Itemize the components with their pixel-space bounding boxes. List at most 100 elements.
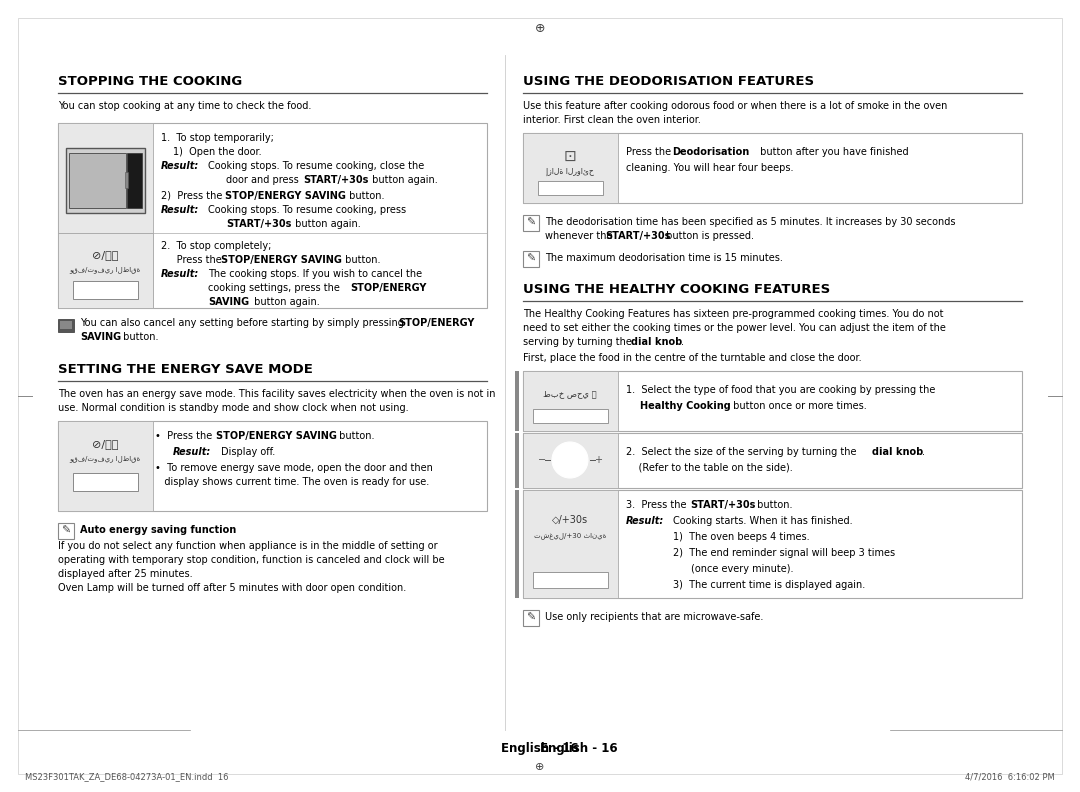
Circle shape <box>552 442 588 478</box>
Text: Result:: Result: <box>161 161 199 171</box>
Text: button again.: button again. <box>251 297 320 307</box>
Text: ◇/+30s: ◇/+30s <box>552 515 589 525</box>
Text: Result:: Result: <box>161 205 199 215</box>
Text: STOP/ENERGY SAVING: STOP/ENERGY SAVING <box>225 191 346 201</box>
Bar <box>66 148 145 213</box>
Text: dial knob: dial knob <box>631 337 683 347</box>
Text: .: . <box>681 337 684 347</box>
Text: First, place the food in the centre of the turntable and close the door.: First, place the food in the centre of t… <box>523 353 862 363</box>
Bar <box>58 123 153 308</box>
Text: button.: button. <box>346 191 384 201</box>
Text: START/+30s: START/+30s <box>690 500 755 510</box>
Bar <box>125 172 129 188</box>
Text: serving by turning the: serving by turning the <box>523 337 635 347</box>
Text: طبخ صحي ＝: طبخ صحي ＝ <box>543 389 597 398</box>
Bar <box>538 181 603 195</box>
Text: button after you have finished: button after you have finished <box>757 147 908 157</box>
Text: 1.  To stop temporarily;: 1. To stop temporarily; <box>161 133 274 143</box>
Bar <box>60 321 72 329</box>
Bar <box>523 133 618 203</box>
Text: STOP/ENERGY SAVING: STOP/ENERGY SAVING <box>221 255 342 265</box>
Text: START/+30s: START/+30s <box>605 231 671 241</box>
Text: 2)  Press the: 2) Press the <box>161 191 226 201</box>
Text: START/+30s: START/+30s <box>303 175 368 185</box>
Text: Press the: Press the <box>161 255 225 265</box>
Bar <box>523 215 539 231</box>
Text: You can stop cooking at any time to check the food.: You can stop cooking at any time to chec… <box>58 101 311 111</box>
Bar <box>515 433 519 488</box>
Text: Use only recipients that are microwave-safe.: Use only recipients that are microwave-s… <box>545 612 764 622</box>
Text: cleaning. You will hear four beeps.: cleaning. You will hear four beeps. <box>626 163 794 173</box>
Text: Cooking stops. To resume cooking, close the: Cooking stops. To resume cooking, close … <box>208 161 424 171</box>
Text: dial knob: dial knob <box>872 447 923 457</box>
Text: STOPPING THE COOKING: STOPPING THE COOKING <box>58 75 242 88</box>
Bar <box>127 153 141 208</box>
Text: 1)  Open the door.: 1) Open the door. <box>173 147 261 157</box>
Text: USING THE DEODORISATION FEATURES: USING THE DEODORISATION FEATURES <box>523 75 814 88</box>
Text: button is pressed.: button is pressed. <box>663 231 754 241</box>
Text: Auto energy saving function: Auto energy saving function <box>80 525 237 535</box>
Text: STOP/ENERGY: STOP/ENERGY <box>350 283 427 293</box>
Text: displayed after 25 minutes.: displayed after 25 minutes. <box>58 569 192 579</box>
Text: Press the: Press the <box>626 147 674 157</box>
Text: Display off.: Display off. <box>221 447 275 457</box>
Bar <box>58 421 487 511</box>
Text: MS23F301TAK_ZA_DE68-04273A-01_EN.indd  16: MS23F301TAK_ZA_DE68-04273A-01_EN.indd 16 <box>25 772 229 781</box>
Text: وقف/توفير الطاقة: وقف/توفير الطاقة <box>69 266 140 272</box>
Text: ⊘/ＩＩ: ⊘/ＩＩ <box>92 439 118 449</box>
Bar <box>73 281 138 299</box>
Text: ✎: ✎ <box>526 254 536 264</box>
Text: Oven Lamp will be turned off after 5 minutes with door open condition.: Oven Lamp will be turned off after 5 min… <box>58 583 406 593</box>
Bar <box>73 473 138 491</box>
Text: need to set either the cooking times or the power level. You can adjust the item: need to set either the cooking times or … <box>523 323 946 333</box>
Text: button again.: button again. <box>369 175 437 185</box>
Bar <box>523 490 1022 598</box>
Text: Healthy Cooking: Healthy Cooking <box>640 401 731 411</box>
Text: button.: button. <box>754 500 793 510</box>
Bar <box>69 153 126 208</box>
Text: If you do not select any function when appliance is in the middle of setting or: If you do not select any function when a… <box>58 541 437 551</box>
Text: button.: button. <box>120 332 159 342</box>
Bar <box>523 371 1022 431</box>
Bar <box>523 371 618 431</box>
Text: 2.  To stop completely;: 2. To stop completely; <box>161 241 271 251</box>
Text: Use this feature after cooking odorous food or when there is a lot of smoke in t: Use this feature after cooking odorous f… <box>523 101 947 111</box>
Text: The Healthy Cooking Features has sixteen pre-programmed cooking times. You do no: The Healthy Cooking Features has sixteen… <box>523 309 944 319</box>
Text: button.: button. <box>342 255 380 265</box>
Text: cooking settings, press the: cooking settings, press the <box>208 283 343 293</box>
Text: 3.  Press the: 3. Press the <box>626 500 690 510</box>
Text: Cooking starts. When it has finished.: Cooking starts. When it has finished. <box>673 516 852 526</box>
Text: The cooking stops. If you wish to cancel the: The cooking stops. If you wish to cancel… <box>208 269 422 279</box>
Text: 2)  The end reminder signal will beep 3 times: 2) The end reminder signal will beep 3 t… <box>673 548 895 558</box>
Bar <box>58 319 75 332</box>
Bar <box>58 523 75 539</box>
Text: operating with temporary stop condition, function is canceled and clock will be: operating with temporary stop condition,… <box>58 555 445 565</box>
Text: interior. First clean the oven interior.: interior. First clean the oven interior. <box>523 115 701 125</box>
Text: ✎: ✎ <box>526 613 536 623</box>
Text: Deodorisation: Deodorisation <box>672 147 750 157</box>
Text: SETTING THE ENERGY SAVE MODE: SETTING THE ENERGY SAVE MODE <box>58 363 313 376</box>
Text: use. Normal condition is standby mode and show clock when not using.: use. Normal condition is standby mode an… <box>58 403 408 413</box>
Bar <box>58 123 487 308</box>
Text: You can also cancel any setting before starting by simply pressing: You can also cancel any setting before s… <box>80 318 407 328</box>
Bar <box>523 433 1022 488</box>
Text: whenever the: whenever the <box>545 231 616 241</box>
Text: 1)  The oven beeps 4 times.: 1) The oven beeps 4 times. <box>673 532 810 542</box>
Text: Result:: Result: <box>161 269 199 279</box>
Text: display shows current time. The oven is ready for use.: display shows current time. The oven is … <box>156 477 429 487</box>
Text: The oven has an energy save mode. This facility saves electricity when the oven : The oven has an energy save mode. This f… <box>58 389 496 399</box>
Text: 1.  Select the type of food that you are cooking by pressing the: 1. Select the type of food that you are … <box>626 385 935 395</box>
Text: SAVING: SAVING <box>208 297 249 307</box>
Text: .: . <box>922 447 924 457</box>
Text: •  Press the: • Press the <box>156 431 215 441</box>
Text: STOP/ENERGY SAVING: STOP/ENERGY SAVING <box>216 431 337 441</box>
Text: إزالة الروائح: إزالة الروائح <box>546 167 594 176</box>
Text: button.: button. <box>336 431 375 441</box>
Text: ⊕: ⊕ <box>536 762 544 772</box>
Text: 3)  The current time is displayed again.: 3) The current time is displayed again. <box>673 580 865 590</box>
Text: ✎: ✎ <box>526 218 536 228</box>
Text: USING THE HEALTHY COOKING FEATURES: USING THE HEALTHY COOKING FEATURES <box>523 283 831 296</box>
Text: door and press: door and press <box>226 175 302 185</box>
Text: ⊕: ⊕ <box>535 22 545 35</box>
Text: −: − <box>538 455 546 465</box>
